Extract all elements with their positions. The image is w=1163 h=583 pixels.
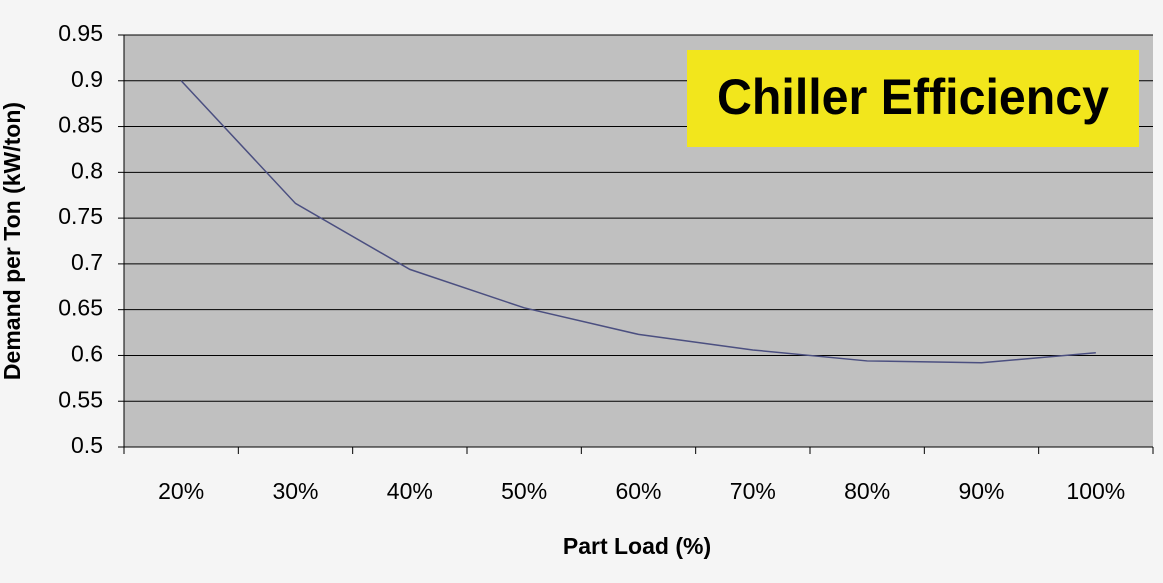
y-tick-label: 0.65 (58, 295, 103, 321)
marks (180, 80, 1096, 364)
y-axis-label: Demand per Ton (kW/ton) (0, 102, 25, 380)
y-tick-label: 0.7 (71, 249, 103, 275)
y-tick-label: 0.5 (71, 432, 103, 458)
title-box (687, 50, 1139, 147)
y-tick-label: 0.8 (71, 157, 103, 183)
y-tick-label: 0.95 (58, 20, 103, 46)
y-tick-label: 0.75 (58, 203, 103, 229)
x-tick-label: 40% (387, 478, 433, 504)
x-axis-label: Part Load (%) (563, 533, 711, 559)
x-tick-label: 80% (844, 478, 890, 504)
x-tick-label: 90% (958, 478, 1004, 504)
x-tick-label: 20% (158, 478, 204, 504)
x-tick-label: 100% (1066, 478, 1125, 504)
y-tick-label: 0.85 (58, 112, 103, 138)
x-tick-label: 70% (730, 478, 776, 504)
chart-title: Chiller Efficiency (717, 69, 1109, 125)
y-tick-label: 0.6 (71, 341, 103, 367)
y-tick-label: 0.9 (71, 66, 103, 92)
line (180, 80, 1096, 364)
x-tick-label: 50% (501, 478, 547, 504)
y-tick-label: 0.55 (58, 386, 103, 412)
x-tick-label: 30% (272, 478, 318, 504)
x-tick-label: 60% (615, 478, 661, 504)
